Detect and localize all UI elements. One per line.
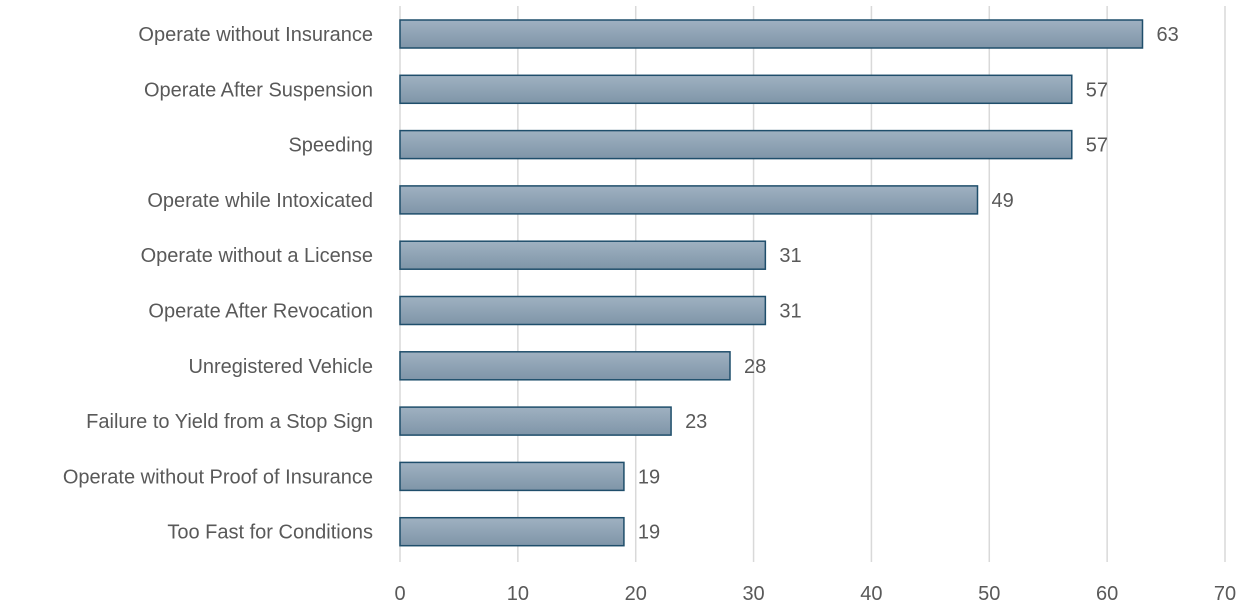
category-label: Speeding	[288, 135, 373, 157]
x-tick-label: 50	[978, 583, 1000, 605]
x-tick-label: 70	[1214, 583, 1236, 605]
x-tick-label: 60	[1096, 583, 1118, 605]
x-tick-label: 30	[742, 583, 764, 605]
bar	[399, 129, 1073, 160]
category-label: Operate while Intoxicated	[147, 190, 373, 212]
bar	[399, 240, 767, 270]
data-label: 19	[638, 466, 660, 488]
data-label: 23	[685, 411, 707, 433]
bar	[399, 351, 731, 381]
x-tick-label: 20	[625, 583, 647, 605]
bar	[399, 516, 625, 547]
category-label: Operate without Proof of Insurance	[63, 466, 373, 488]
category-label: Failure to Yield from a Stop Sign	[86, 411, 373, 433]
category-label: Operate After Revocation	[148, 301, 373, 323]
data-label: 31	[779, 301, 801, 323]
data-label: 63	[1157, 24, 1179, 46]
data-labels: 63 57 57 49 31 31 28 23 19 19	[638, 24, 1179, 544]
category-label: Operate After Suspension	[144, 79, 373, 101]
x-tick-label: 0	[394, 583, 405, 605]
category-labels: Operate without Insurance Operate After S…	[63, 24, 373, 544]
x-axis-tick-labels: 0 10 20 30 40 50 60 70	[394, 583, 1236, 605]
bar	[399, 19, 1144, 49]
bars	[399, 19, 1144, 547]
category-label: Too Fast for Conditions	[167, 522, 373, 544]
data-label: 57	[1086, 79, 1108, 101]
data-label: 28	[744, 356, 766, 378]
x-tick-label: 40	[860, 583, 882, 605]
bar	[399, 295, 767, 326]
bar	[399, 74, 1073, 105]
bar	[399, 461, 625, 492]
category-label: Operate without Insurance	[138, 24, 373, 46]
data-label: 57	[1086, 135, 1108, 157]
data-label: 19	[638, 522, 660, 544]
data-label: 49	[992, 190, 1014, 212]
category-label: Unregistered Vehicle	[188, 356, 373, 378]
bar	[399, 406, 672, 436]
bar	[399, 185, 979, 215]
data-label: 31	[779, 245, 801, 267]
category-label: Operate without a License	[141, 245, 373, 267]
x-tick-label: 10	[507, 583, 529, 605]
